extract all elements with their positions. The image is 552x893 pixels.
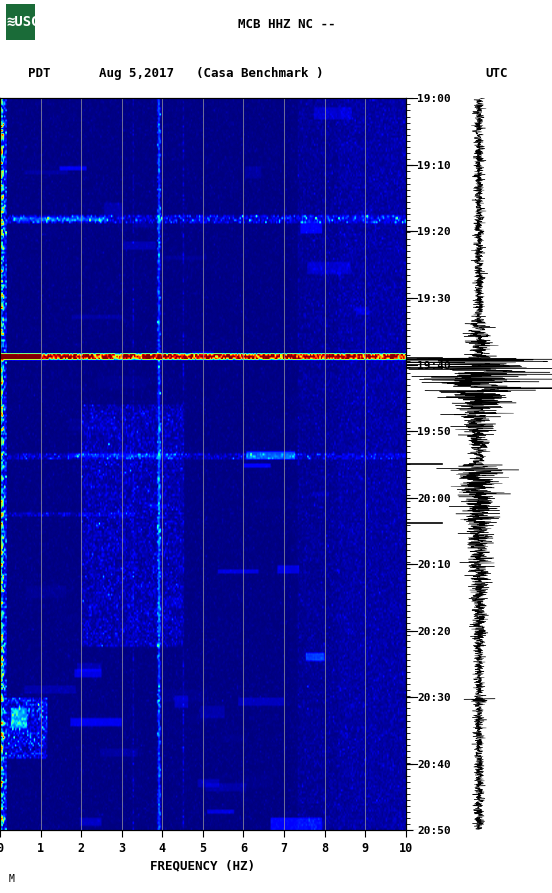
Text: ≋USGS: ≋USGS — [7, 15, 49, 29]
X-axis label: FREQUENCY (HZ): FREQUENCY (HZ) — [150, 859, 256, 872]
Text: MCB HHZ NC --: MCB HHZ NC -- — [238, 18, 336, 31]
Text: PDT: PDT — [28, 67, 50, 80]
Text: M: M — [8, 874, 14, 884]
FancyBboxPatch shape — [6, 4, 35, 40]
Text: UTC: UTC — [486, 67, 508, 80]
Text: Aug 5,2017: Aug 5,2017 — [99, 67, 174, 80]
Text: (Casa Benchmark ): (Casa Benchmark ) — [196, 67, 323, 80]
